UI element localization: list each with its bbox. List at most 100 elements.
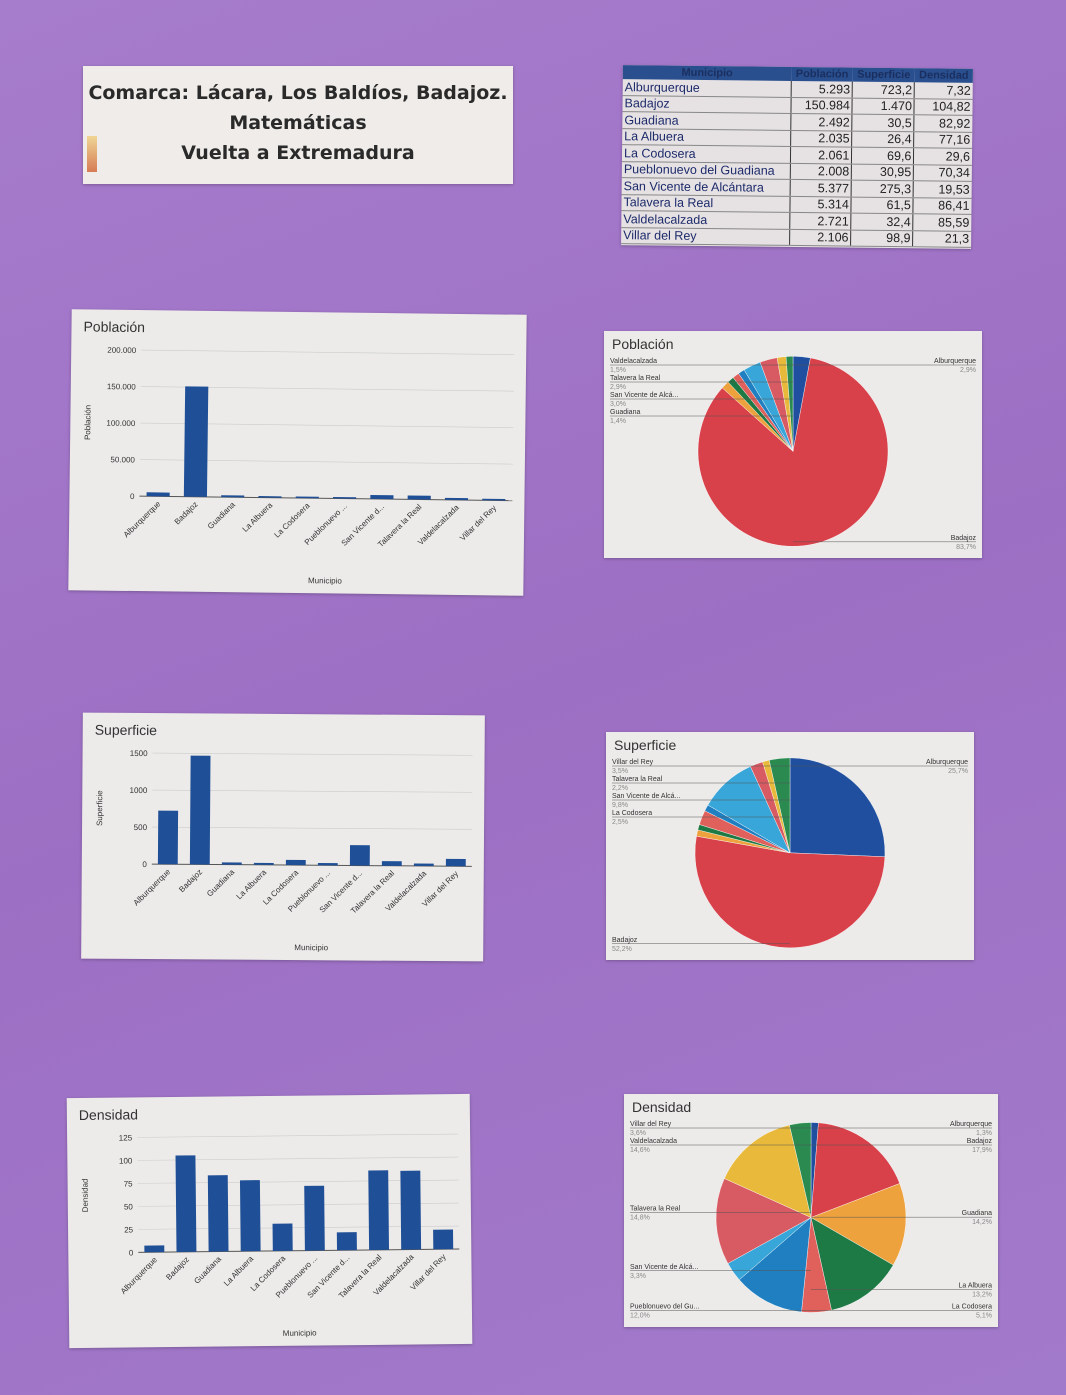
- pie-percent: 2,9%: [960, 367, 976, 374]
- pie-percent: 14,8%: [630, 1215, 650, 1222]
- table-cell-municipio: Pueblonuevo del Guadiana: [621, 161, 791, 180]
- pie-label: Guadiana: [962, 1210, 992, 1217]
- y-tick-label: 0: [142, 860, 147, 869]
- pie-percent: 1,5%: [610, 367, 626, 374]
- bar: [407, 495, 431, 500]
- x-axis-label: Municipio: [308, 576, 342, 585]
- x-tick-label: Alburquerque: [132, 867, 173, 908]
- bar: [333, 496, 357, 499]
- table-cell-value: 2.106: [789, 228, 852, 247]
- x-tick-label: La Albuera: [235, 868, 269, 902]
- pie-label: Badajoz: [951, 535, 977, 542]
- pie-label: Guadiana: [610, 409, 640, 416]
- pie-label: La Albuera: [959, 1282, 993, 1289]
- bar: [221, 495, 245, 498]
- table-cell-municipio: Valdelacalzada: [621, 210, 790, 229]
- y-tick-label: 200.000: [107, 346, 137, 355]
- chart-title: Densidad: [632, 1099, 691, 1115]
- pie-slice: [724, 1124, 812, 1218]
- y-tick-label: 1000: [129, 786, 147, 795]
- pie-label: Valdelacalzada: [610, 358, 657, 365]
- pie-label: Villar del Rey: [612, 759, 654, 766]
- bar: [349, 845, 370, 866]
- bar: [370, 494, 394, 500]
- table-cell-value: 21,3: [912, 230, 972, 248]
- pie-slice: [768, 757, 791, 853]
- bar: [146, 492, 170, 497]
- pie-label: San Vicente de Alcá...: [610, 392, 678, 399]
- table-cell-municipio: La Albuera: [622, 128, 791, 147]
- bar: [368, 1170, 390, 1250]
- table-cell-municipio: Badajoz: [622, 95, 792, 114]
- table-cell-value: 19,53: [913, 180, 972, 198]
- pie-slice: [810, 1217, 894, 1311]
- chart-title: Superficie: [614, 737, 676, 753]
- pie-slice: [789, 757, 886, 857]
- bar: [258, 496, 282, 498]
- y-tick-label: 0: [129, 1248, 134, 1257]
- bar: [207, 1175, 229, 1252]
- pie-label: San Vicente de Alcá...: [612, 793, 680, 800]
- bar-chart-poblacion: Población 0 50.000 100.000 150.000 200.000 Alb…: [68, 309, 527, 596]
- y-tick-label: 25: [124, 1225, 134, 1234]
- table-cell-municipio: Guadiana: [622, 111, 791, 130]
- bar: [183, 386, 209, 497]
- pie-chart-poblacion: Población Valdelacalzada 1,5% Talavera la R…: [604, 331, 982, 558]
- decoration: [87, 136, 97, 172]
- pie-slice: [810, 1183, 907, 1266]
- pie-slice: [697, 357, 889, 547]
- title-line-2: Matemáticas: [229, 112, 367, 134]
- pie-percent: 3,3%: [630, 1273, 646, 1280]
- column-header: Población: [791, 66, 853, 82]
- pie-slice: [694, 835, 886, 949]
- y-tick-label: 0: [130, 492, 135, 501]
- pie-percent: 17,9%: [972, 1147, 992, 1154]
- x-tick-label: La Albuera: [222, 1254, 256, 1288]
- gridline: [152, 752, 473, 756]
- chart-title: Superficie: [95, 722, 158, 738]
- pie-percent: 52,2%: [612, 946, 632, 953]
- title-line-3: Vuelta a Extremadura: [181, 142, 415, 164]
- table-cell-value: 30,5: [852, 114, 915, 132]
- pie-percent: 14,2%: [972, 1219, 992, 1226]
- chart-title: Densidad: [79, 1106, 138, 1123]
- table-cell-municipio: Alburquerque: [622, 79, 792, 97]
- pie-percent: 83,7%: [956, 544, 976, 551]
- table-cell-value: 30,95: [851, 163, 914, 181]
- pie-chart-densidad: Densidad Villar del Rey 3,6% Valdelacalzada…: [624, 1094, 998, 1327]
- pie-percent: 13,2%: [972, 1291, 992, 1298]
- bar-chart-densidad: Densidad 0 25 50 75 100 125 Alburquerque Badajoz…: [66, 1093, 473, 1349]
- x-axis-label: Municipio: [283, 1329, 317, 1338]
- table-cell-value: 2.008: [790, 162, 852, 181]
- x-tick-label: Alburquerque: [119, 1255, 159, 1296]
- y-tick-label: 500: [134, 823, 148, 832]
- pie-label: Badajoz: [612, 937, 638, 944]
- pie-label: Villar del Rey: [630, 1121, 672, 1128]
- pie-percent: 14,6%: [630, 1147, 650, 1154]
- x-tick-label: La Codosera: [273, 501, 312, 540]
- title-line-1: Comarca: Lácara, Los Baldíos, Badajoz.: [88, 82, 508, 104]
- data-table-card: Municipio Población Superficie Densidad Alb…: [621, 65, 973, 249]
- y-tick-label: 100: [119, 1156, 133, 1165]
- pie-label: Alburquerque: [934, 358, 976, 365]
- y-axis-label: Superficie: [95, 790, 104, 826]
- bar: [157, 810, 179, 865]
- bar: [221, 862, 242, 865]
- bar: [239, 1180, 261, 1252]
- y-tick-label: 150.000: [107, 382, 137, 391]
- x-tick-label: Villar del Rey: [458, 503, 498, 542]
- chart-title: Población: [612, 336, 674, 352]
- pie-label: Valdelacalzada: [630, 1138, 677, 1145]
- pie-percent: 5,1%: [976, 1312, 992, 1319]
- pie-slice: [715, 1178, 812, 1264]
- bar: [444, 497, 469, 501]
- chart-title: Población: [83, 318, 145, 335]
- table-cell-value: 86,41: [913, 197, 972, 215]
- table-cell-value: 5.293: [791, 80, 853, 98]
- table-cell-value: 32,4: [851, 213, 914, 231]
- pie-label: Alburquerque: [950, 1121, 992, 1128]
- table-cell-municipio: La Codosera: [621, 144, 791, 163]
- y-tick-label: 1500: [130, 749, 148, 758]
- pie-percent: 3,0%: [610, 401, 626, 408]
- bar: [381, 861, 402, 866]
